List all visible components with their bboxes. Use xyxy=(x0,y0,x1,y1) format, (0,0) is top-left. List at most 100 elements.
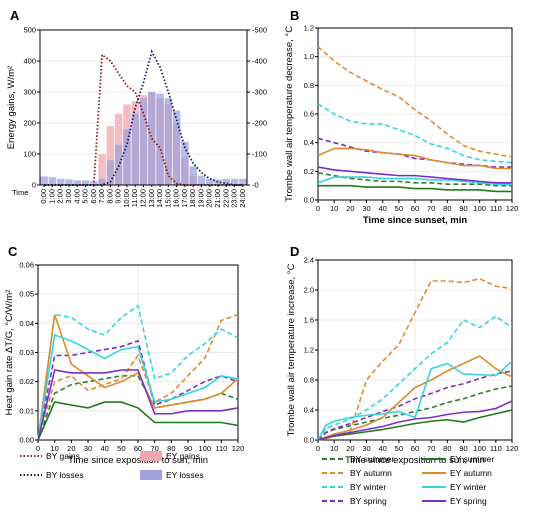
x-tick-label: 15:00 xyxy=(163,189,172,208)
y2-tick-label: -100 xyxy=(252,150,267,159)
y-tick-label: 2.4 xyxy=(304,256,314,265)
x-tick-label: 60 xyxy=(411,444,419,453)
x-tick-label: 5:00 xyxy=(81,189,90,204)
y-tick-label: 0.4 xyxy=(304,138,314,147)
x-tick-label: 17:00 xyxy=(180,189,189,208)
bar-ey-losses xyxy=(181,141,189,185)
x-axis-label: Time since exposition to sun, min xyxy=(345,455,485,466)
y-tick-label: 1.2 xyxy=(304,346,314,355)
y-tick-label: 400 xyxy=(23,57,36,66)
series-line-ey-summer xyxy=(317,409,513,441)
y-tick-label: 200 xyxy=(23,119,36,128)
bar-ey-losses xyxy=(48,177,57,185)
x-tick-label: 80 xyxy=(167,444,175,453)
series-line-ey-autumn xyxy=(317,355,513,441)
x-tick-label: 4:00 xyxy=(72,189,81,204)
y-tick-label: 300 xyxy=(23,88,36,97)
x-tick-label: 7:00 xyxy=(97,189,106,204)
bar-ey-losses xyxy=(123,129,131,185)
legend-label: EY gains xyxy=(166,451,200,461)
series-line-ey-spring xyxy=(317,400,513,441)
legend-label: EY summer xyxy=(450,454,494,464)
x-axis-label: Time xyxy=(12,188,28,197)
x-tick-label: 90 xyxy=(459,204,467,213)
x-tick-label: 80 xyxy=(443,444,451,453)
x-tick-label: 21:00 xyxy=(213,189,222,208)
x-axis-label: Time since exposition to sun, min xyxy=(68,455,208,466)
legend-label: EY winter xyxy=(450,482,486,492)
y-tick-label: 2.0 xyxy=(304,286,314,295)
series-line-ey-autumn xyxy=(37,314,239,441)
y-tick-label: 0.02 xyxy=(19,377,34,386)
legend-label: EY losses xyxy=(166,470,204,480)
series-line-by-spring xyxy=(317,370,513,441)
y-tick-label: 0.03 xyxy=(19,348,34,357)
y-tick-label: 100 xyxy=(23,150,36,159)
series-line-by-summer xyxy=(317,171,512,187)
x-tick-label: 19:00 xyxy=(196,189,205,208)
y-tick-label: 0.2 xyxy=(304,167,314,176)
x-tick-label: 100 xyxy=(473,204,486,213)
x-tick-label: 10 xyxy=(330,204,338,213)
x-tick-label: 20 xyxy=(346,444,354,453)
x-tick-label: 70 xyxy=(150,444,158,453)
x-tick-label: 18:00 xyxy=(188,189,197,208)
bar-ey-losses xyxy=(214,179,222,185)
y-tick-label: 0.04 xyxy=(19,319,34,328)
legend-ac: BY gains EY gains BY losses EY losses xyxy=(20,451,204,480)
y-tick-label: 0.00 xyxy=(19,436,34,445)
bar-ey-losses xyxy=(40,176,48,185)
y2-tick-label: -500 xyxy=(252,26,267,35)
y-axis-label: Energy gains, W/m² xyxy=(6,66,17,149)
panel-label-b: B xyxy=(290,8,299,23)
x-tick-label: 90 xyxy=(459,444,467,453)
x-tick-label: 12:00 xyxy=(139,189,148,208)
x-tick-label: 22:00 xyxy=(221,189,230,208)
y-tick-label: 0.01 xyxy=(19,406,34,415)
x-tick-label: 10:00 xyxy=(122,189,131,208)
panel-d: 0.0 0.4 0.8 1.2 1.6 2.0 2.4 0 10 20 30 40 50 60 70 80 90… xyxy=(286,256,518,467)
series-line-by-winter xyxy=(317,315,513,441)
y-tick-label: 0.0 xyxy=(304,436,314,445)
y2-tick-label: -200 xyxy=(252,119,267,128)
x-tick-label: 110 xyxy=(490,444,502,453)
x-tick-label: 14:00 xyxy=(155,189,164,208)
x-tick-label: 6:00 xyxy=(89,189,98,204)
y2-tick-label: -400 xyxy=(252,57,267,66)
x-tick-label: 80 xyxy=(443,204,451,213)
series-line-ey-summer xyxy=(318,184,512,193)
bar-ey-losses xyxy=(206,178,214,185)
series-line-by-winter xyxy=(317,103,513,164)
series-line-ey-winter xyxy=(317,176,512,186)
bar-ey-losses xyxy=(90,181,98,185)
x-tick-label: 60 xyxy=(411,204,419,213)
x-tick-label: 40 xyxy=(378,444,386,453)
series-line-by-autumn xyxy=(37,313,239,441)
bar-ey-losses xyxy=(73,180,81,185)
x-tick-label: 10 xyxy=(50,444,58,453)
bar-ey-losses xyxy=(114,144,123,185)
x-tick-label: 30 xyxy=(362,444,370,453)
x-tick-label: 9:00 xyxy=(114,189,123,204)
bar-ey-losses xyxy=(172,110,181,185)
x-tick-label: 50 xyxy=(395,444,403,453)
legend-label: EY autumn xyxy=(450,468,492,478)
y-tick-label: 0.8 xyxy=(304,81,314,90)
x-tick-label: 40 xyxy=(378,204,386,213)
bar-ey-losses xyxy=(98,178,106,185)
legend-label: BY spring xyxy=(350,496,387,506)
x-tick-label: 20 xyxy=(67,444,75,453)
legend-swatch xyxy=(140,470,162,480)
panel-b: 0.0 0.2 0.4 0.6 0.8 1.0 1.2 0 10 20 30 40 50 60 70 80 90… xyxy=(284,24,518,227)
x-tick-label: 120 xyxy=(232,444,245,453)
x-tick-label: 110 xyxy=(490,204,502,213)
panel-c: 0.00 0.01 0.02 0.03 0.04 0.05 0.06 0 10 20 30 40 50 6… xyxy=(4,261,244,467)
x-tick-label: 110 xyxy=(215,444,227,453)
bar-ey-losses xyxy=(106,160,115,185)
x-tick-label: 20:00 xyxy=(205,189,214,208)
x-tick-label: 100 xyxy=(198,444,211,453)
x-tick-label: 70 xyxy=(427,204,435,213)
y-axis-label: Heat gain rate ΔT/G, °C/W/m² xyxy=(4,290,15,416)
x-tick-label: 0 xyxy=(316,444,320,453)
bar-ey-losses xyxy=(156,93,164,185)
